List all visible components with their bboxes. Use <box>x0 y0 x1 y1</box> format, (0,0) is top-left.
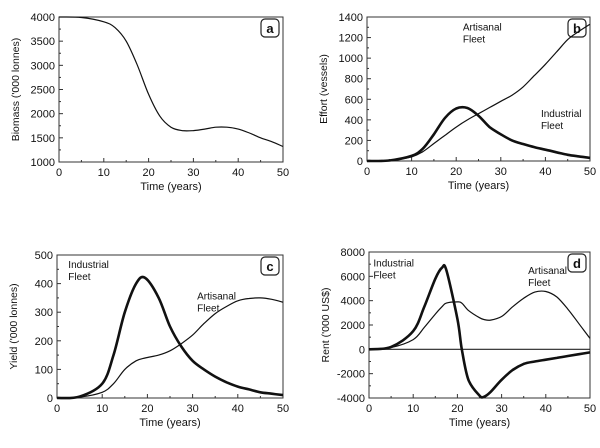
x-tick-label: 40 <box>232 403 244 415</box>
x-tick-label: 40 <box>539 166 551 178</box>
series-label: Fleet <box>541 121 563 132</box>
x-tick-label: 20 <box>142 167 154 179</box>
panel-label: a <box>266 21 274 36</box>
x-axis-label: Time (years) <box>448 180 509 192</box>
y-tick-label: 800 <box>345 74 363 86</box>
series-line-artisanal-fleet <box>57 298 283 398</box>
x-tick-label: 50 <box>277 167 289 179</box>
y-tick-label: 500 <box>35 250 53 262</box>
x-axis-label: Time (years) <box>139 417 200 429</box>
y-tick-label: 1000 <box>339 53 363 65</box>
y-tick-label: 600 <box>345 94 363 106</box>
series-label: Fleet <box>373 271 395 282</box>
series-label: Fleet <box>68 272 90 283</box>
y-tick-label: 0 <box>359 344 365 356</box>
series-label: Fleet <box>463 34 485 45</box>
y-axis-label: Yield ('000 lonnes) <box>8 283 20 369</box>
series-line-0 <box>59 17 283 147</box>
y-tick-label: 2000 <box>31 109 55 121</box>
y-axis-label: Effort (vessels) <box>318 54 330 124</box>
panel-label: b <box>573 21 581 36</box>
x-tick-label: 10 <box>96 403 108 415</box>
y-tick-label: 1200 <box>339 33 363 45</box>
x-tick-label: 0 <box>54 403 60 415</box>
y-tick-label: 2000 <box>341 320 365 332</box>
y-tick-label: 100 <box>35 364 53 376</box>
x-tick-label: 0 <box>366 403 372 415</box>
y-tick-label: 1500 <box>31 133 55 145</box>
x-axis-label: Time (years) <box>449 417 510 429</box>
series-label: Artisanal <box>528 266 567 277</box>
series-line-industrial-fleet <box>369 265 590 397</box>
y-axis-label: Biomass ('000 lonnes) <box>10 38 22 142</box>
y-tick-label: 300 <box>35 307 53 319</box>
x-tick-label: 30 <box>187 167 199 179</box>
y-tick-label: 3000 <box>31 60 55 72</box>
panel-b: 0 10 20 30 40 50 0 200 400 600 800 1000 1200 1400 Time… <box>318 12 596 192</box>
x-tick-label: 40 <box>232 167 244 179</box>
y-tick-label: 200 <box>345 135 363 147</box>
series-line-industrial-fleet <box>57 277 283 398</box>
y-tick-label: 400 <box>345 115 363 127</box>
series-label: Artisanal <box>463 22 502 33</box>
panel-d: 0 10 20 30 40 50 -4000 -2000 0 2000 4000 6000 8000 Ti… <box>320 247 596 429</box>
x-tick-label: 50 <box>277 403 289 415</box>
y-tick-label: 0 <box>47 393 53 405</box>
x-tick-label: 20 <box>141 403 153 415</box>
x-tick-label: 10 <box>405 166 417 178</box>
series-label: Industrial <box>541 109 582 120</box>
y-axis-label: Rent ('000 US$) <box>320 288 332 363</box>
series-label: Fleet <box>197 303 219 314</box>
x-tick-label: 50 <box>584 166 596 178</box>
x-tick-label: 10 <box>407 403 419 415</box>
y-tick-label: -2000 <box>337 369 365 381</box>
y-tick-label: -4000 <box>337 393 365 405</box>
x-tick-label: 20 <box>451 403 463 415</box>
series-label: Fleet <box>528 278 550 289</box>
y-tick-label: 3500 <box>31 36 55 48</box>
series-label: Artisanal <box>197 291 236 302</box>
x-tick-label: 30 <box>495 166 507 178</box>
y-tick-label: 1000 <box>31 157 55 169</box>
y-tick-label: 4000 <box>341 296 365 308</box>
y-tick-label: 0 <box>357 156 363 168</box>
panel-label: c <box>266 259 273 274</box>
y-tick-label: 8000 <box>341 247 365 259</box>
series-label: Industrial <box>68 260 109 271</box>
y-tick-label: 200 <box>35 336 53 348</box>
x-axis-label: Time (years) <box>140 181 201 193</box>
series-label: Industrial <box>373 259 414 270</box>
panel-a: 0 10 20 30 40 50 1000 1500 2000 2500 3000 3500 4000 T… <box>10 12 289 193</box>
x-tick-label: 40 <box>540 403 552 415</box>
x-tick-label: 20 <box>450 166 462 178</box>
y-tick-label: 6000 <box>341 271 365 283</box>
y-tick-label: 400 <box>35 279 53 291</box>
y-tick-label: 4000 <box>31 12 55 24</box>
x-tick-label: 30 <box>495 403 507 415</box>
x-tick-label: 30 <box>186 403 198 415</box>
x-tick-label: 0 <box>56 167 62 179</box>
y-tick-label: 2500 <box>31 85 55 97</box>
x-tick-label: 0 <box>364 166 370 178</box>
y-tick-label: 1400 <box>339 12 363 24</box>
x-tick-label: 50 <box>584 403 596 415</box>
plot-frame <box>59 17 283 162</box>
panel-label: d <box>573 256 581 271</box>
x-tick-label: 10 <box>98 167 110 179</box>
